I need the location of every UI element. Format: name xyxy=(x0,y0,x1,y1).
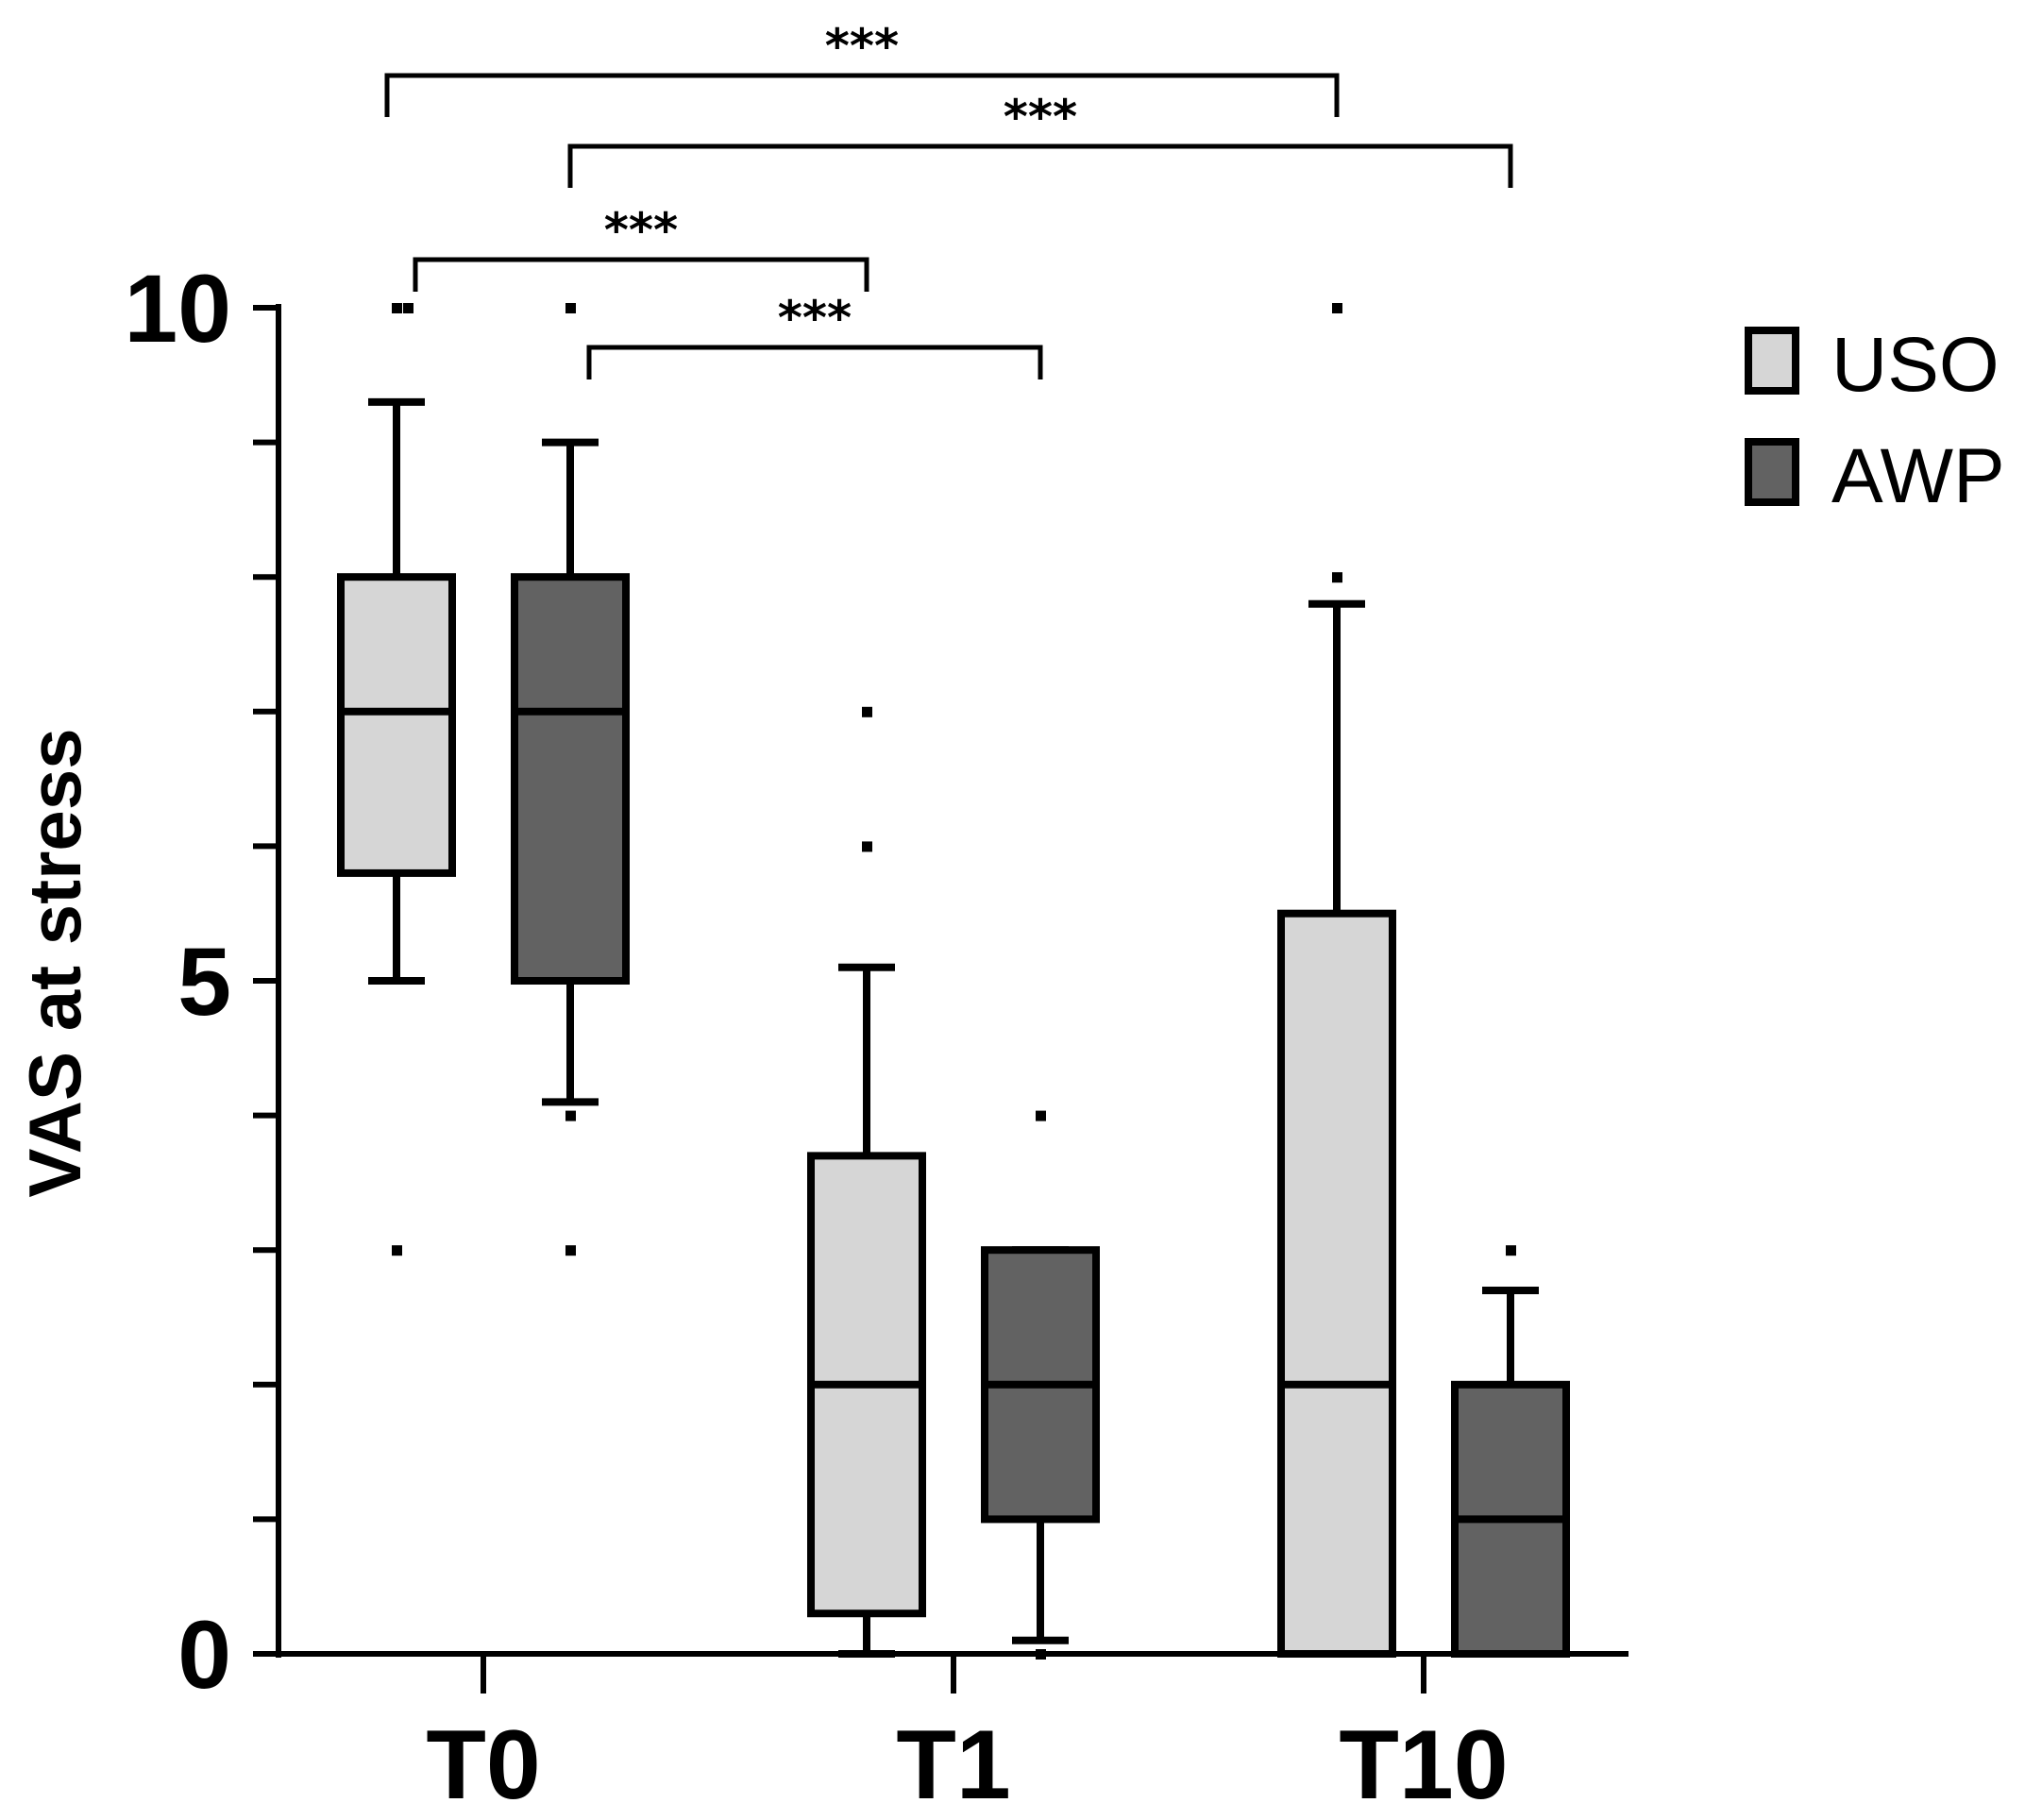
legend-swatch-awp xyxy=(1745,438,1799,506)
significance-label-0: *** xyxy=(604,203,678,258)
outlier-uso-t0-0 xyxy=(392,303,402,313)
box-uso-t10 xyxy=(1277,909,1396,1658)
legend-label-awp: AWP xyxy=(1831,433,2005,519)
y-tick-label-10: 10 xyxy=(125,255,231,362)
box-uso-t0 xyxy=(337,573,456,877)
outlier-uso-t1-1 xyxy=(862,841,872,852)
legend: USO AWP xyxy=(1745,322,2005,519)
outlier-awp-t1-0 xyxy=(1036,1110,1046,1121)
outlier-uso-t10-1 xyxy=(1332,572,1342,583)
box-marks xyxy=(337,303,1570,1660)
outlier-awp-t0-2 xyxy=(565,1245,576,1256)
y-tick-label-0: 0 xyxy=(177,1601,231,1709)
outlier-awp-t10-0 xyxy=(1506,1245,1516,1256)
significance-bracket-0 xyxy=(413,257,869,292)
x-tick-label-t10: T10 xyxy=(1339,1710,1508,1820)
outlier-awp-t0-1 xyxy=(565,1110,576,1121)
significance-label-1: *** xyxy=(778,291,852,345)
axes: 0 5 10 T0 T1 T10 xyxy=(125,255,1628,1820)
outlier-uso-t0-1 xyxy=(403,303,413,313)
legend-label-uso: USO xyxy=(1831,322,2000,408)
significance-label-3: *** xyxy=(1004,90,1077,144)
legend-swatch-uso xyxy=(1745,327,1799,395)
outlier-uso-t0-2 xyxy=(392,1245,402,1256)
outlier-awp-t0-0 xyxy=(565,303,576,313)
y-tick-label-5: 5 xyxy=(177,928,231,1036)
significance-brackets: *** *** *** *** xyxy=(384,19,1513,379)
significance-bracket-3 xyxy=(567,143,1513,188)
significance-bracket-2 xyxy=(384,73,1340,117)
x-tick-label-t0: T0 xyxy=(426,1710,540,1820)
x-tick-label-t1: T1 xyxy=(896,1710,1010,1820)
significance-label-2: *** xyxy=(825,19,899,74)
significance-bracket-1 xyxy=(586,345,1043,379)
outlier-uso-t10-0 xyxy=(1332,303,1342,313)
outlier-uso-t1-0 xyxy=(862,706,872,717)
y-axis-label: VAS at stress xyxy=(13,728,96,1197)
box-awp-t0 xyxy=(511,573,630,985)
